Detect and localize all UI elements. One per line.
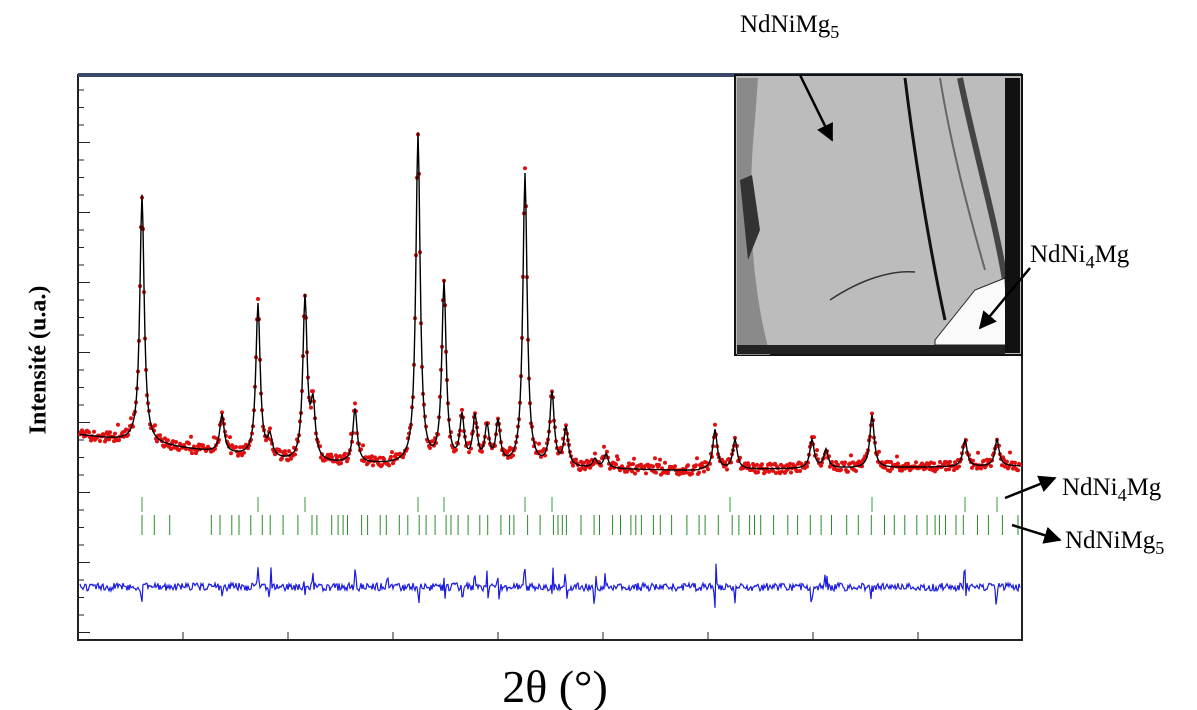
phase-label: NdNiMg5 xyxy=(1065,527,1164,558)
label-part: NdNiMg xyxy=(1065,527,1156,554)
label-part: NdNi xyxy=(1030,241,1086,268)
label-part: NdNi xyxy=(1062,474,1118,501)
observed xyxy=(78,132,1022,477)
label-part: 5 xyxy=(830,22,839,42)
label-part: 5 xyxy=(1155,538,1164,558)
label-part: Mg xyxy=(1127,474,1162,501)
pattern xyxy=(77,89,1022,640)
y-axis-label: Intensité (u.a.) xyxy=(26,286,52,435)
label-part: Mg xyxy=(1095,241,1130,268)
inset-label: NdNiMg5 xyxy=(740,11,839,42)
phase-label: NdNi4Mg xyxy=(1062,474,1162,505)
label-part: 4 xyxy=(1086,252,1095,272)
calculated xyxy=(79,132,1020,471)
label-part: 4 xyxy=(1118,485,1127,505)
difference xyxy=(79,563,1021,608)
sem-inset xyxy=(734,74,1023,356)
x-axis-label: 2θ (°) xyxy=(502,661,608,710)
inset-label: NdNi4Mg xyxy=(1030,241,1130,272)
label-part: NdNiMg xyxy=(740,11,831,38)
arrows xyxy=(798,74,1062,544)
